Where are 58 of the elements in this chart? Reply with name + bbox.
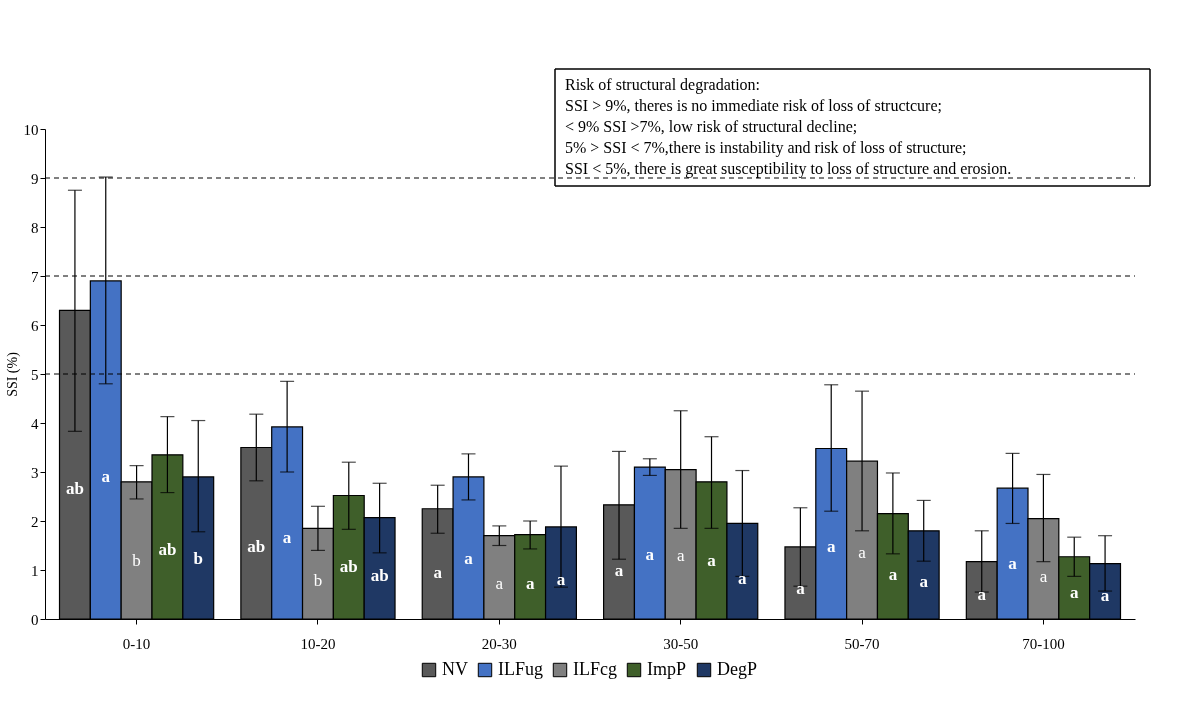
data-label: a <box>1039 566 1048 586</box>
data-label: a <box>796 578 806 598</box>
x-tick-label: 50-70 <box>844 635 880 652</box>
data-label: a <box>525 573 535 593</box>
data-label: ab <box>339 557 358 577</box>
annotation: SSI < 5%, there is great susceptibility to loss of structure and erosion. <box>565 160 1012 178</box>
data-label: ab <box>370 566 389 586</box>
data-label: a <box>464 549 474 569</box>
data-label: a <box>101 467 111 486</box>
y-tick-label: 1 <box>31 562 39 579</box>
legend-label: ILFcg <box>573 659 617 679</box>
legend-label: ImpP <box>647 659 687 679</box>
y-tick-label: 6 <box>31 317 39 334</box>
x-tick-label: 10-20 <box>300 635 336 652</box>
data-label: ab <box>247 536 266 556</box>
x-tick-label: 70-100 <box>1022 635 1065 652</box>
x-tick-label: 30-50 <box>663 635 699 652</box>
data-label: ab <box>158 540 177 560</box>
data-label: a <box>676 546 685 566</box>
data-label: ab <box>65 479 84 499</box>
text: SSI > 9%, theres is no immediate risk of loss of structcure; <box>565 97 942 114</box>
y-tick-label: 3 <box>31 464 39 481</box>
data-label: a <box>614 561 624 581</box>
legend-label: ILFug <box>498 659 543 679</box>
data-label: a <box>556 570 566 590</box>
data-label: a <box>707 551 717 571</box>
y-tick-label: 9 <box>31 170 39 187</box>
y-tick-label: 7 <box>31 268 39 285</box>
data-label: a <box>645 545 655 565</box>
data-label: b <box>132 551 141 571</box>
legend-label: DegP <box>717 659 757 679</box>
data-label: a <box>1100 585 1110 605</box>
data-label: a <box>1008 554 1018 574</box>
data-label: a <box>495 574 504 594</box>
data-label: a <box>282 528 292 548</box>
y-tick-label: 4 <box>31 415 39 432</box>
y-tick-label: 2 <box>31 513 39 530</box>
text: Risk of structural degradation: <box>565 76 761 94</box>
legend-label: NV <box>442 659 468 679</box>
y-tick-label: 5 <box>31 366 39 383</box>
annotation: 5% > SSI < 7%,there is instability and risk of loss of structure; <box>565 139 967 157</box>
y-tick-label: 10 <box>23 121 39 138</box>
annotation: < 9% SSI >7%, low risk of structural decline; <box>565 118 858 135</box>
y-tick-label: 8 <box>31 219 39 236</box>
x-tick-label: 20-30 <box>481 635 517 652</box>
data-label: a <box>826 537 836 557</box>
data-label: a <box>888 564 898 584</box>
data-label: a <box>1069 582 1079 602</box>
data-label: a <box>919 571 929 591</box>
y-axis-title: SSI (%) <box>4 351 21 397</box>
data-label: b <box>313 570 323 590</box>
x-tick-label: 0-10 <box>122 635 151 652</box>
data-label: a <box>858 542 867 562</box>
data-label: b <box>193 549 203 569</box>
y-tick-label: 0 <box>31 611 39 628</box>
data-label: a <box>738 568 748 588</box>
data-label: a <box>433 562 443 582</box>
data-label: a <box>977 584 987 604</box>
